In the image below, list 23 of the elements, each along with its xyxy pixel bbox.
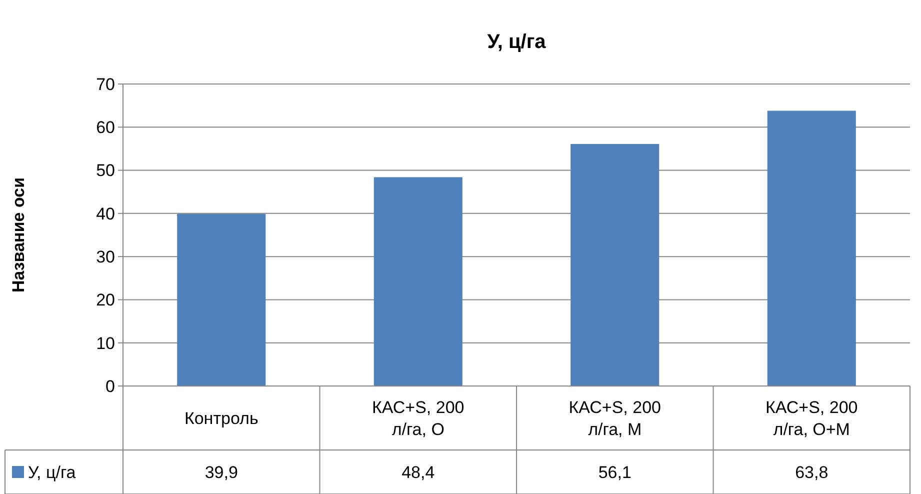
legend-label: У, ц/га [28,462,76,482]
y-tick-label: 40 [96,204,115,224]
y-tick-label: 70 [96,74,115,94]
x-tick-label: КАС+S, 200 л/га, О [372,398,464,439]
y-tick-label: 0 [106,376,115,396]
data-label: 48,4 [402,462,435,482]
y-axis-title: Название оси [9,177,28,293]
y-tick-label: 10 [96,334,115,353]
data-label: 39,9 [204,462,238,482]
data-label: 56,1 [598,462,632,482]
y-tick-label: 30 [96,248,115,267]
x-tick-label: КАС+S, 200 л/га, М [568,398,661,439]
bar [374,177,462,386]
bar [570,144,660,386]
y-tick-label: 20 [96,290,115,310]
y-tick-label: 50 [96,161,115,180]
bar [767,110,856,386]
x-tick-label: Контроль [184,408,258,428]
bar [177,214,266,386]
x-tick-label: КАС+S, 200 л/га, О+М [766,398,858,439]
chart-title: У, ц/га [487,31,547,53]
data-label: 63,8 [795,462,828,482]
y-tick-label: 60 [96,118,115,138]
